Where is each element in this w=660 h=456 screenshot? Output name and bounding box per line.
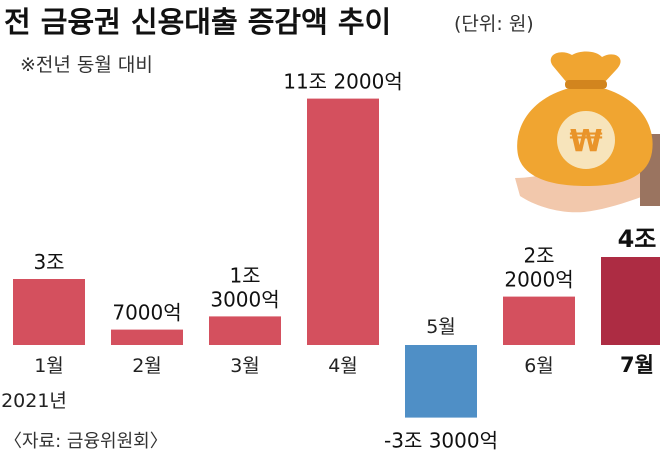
category-label-4: 4월: [328, 355, 358, 377]
won-symbol: ₩: [569, 124, 602, 159]
value-label-5: -3조 3000억: [384, 429, 498, 453]
bar-6: [503, 296, 575, 345]
bar-1: [13, 279, 85, 345]
money-bag-illustration: ₩: [515, 51, 660, 213]
category-label-1: 1월: [34, 355, 64, 377]
source-note: 〈자료: 금융위원회〉: [4, 431, 168, 452]
bar-2: [111, 329, 183, 345]
category-label-2: 2월: [132, 355, 162, 377]
category-label-5: 5월: [426, 316, 456, 338]
value-label-1: 3조: [33, 250, 64, 274]
category-labels-group: 1월 2월 3월 4월 5월 6월 7월: [34, 316, 654, 377]
year-label: 2021년: [1, 390, 67, 412]
bar-3: [209, 316, 281, 345]
bar-7: [601, 257, 660, 345]
value-labels-group: 3조 7000억 1조 3000억 11조 2000억 -3조 3000억 2조 2000억 4…: [33, 70, 656, 453]
value-label-6: 2조 2000억: [504, 244, 573, 292]
value-label-7: 4조: [618, 225, 657, 253]
bar-5: [405, 345, 477, 418]
chart-title: 전 금융권 신용대출 증감액 추이: [4, 5, 391, 39]
value-label-3: 1조 3000억: [210, 263, 279, 311]
value-label-4: 11조 2000억: [283, 70, 403, 94]
value-label-2: 7000억: [112, 301, 181, 325]
chart-subtitle: ※전년 동월 대비: [20, 54, 153, 76]
category-label-6: 6월: [524, 355, 554, 377]
category-label-3: 3월: [230, 355, 260, 377]
money-bag-icon: ₩: [517, 51, 653, 186]
unit-label: (단위: 원): [454, 13, 534, 35]
bars-group: [13, 98, 660, 418]
category-label-7: 7월: [620, 353, 654, 377]
bar-4: [307, 98, 379, 345]
